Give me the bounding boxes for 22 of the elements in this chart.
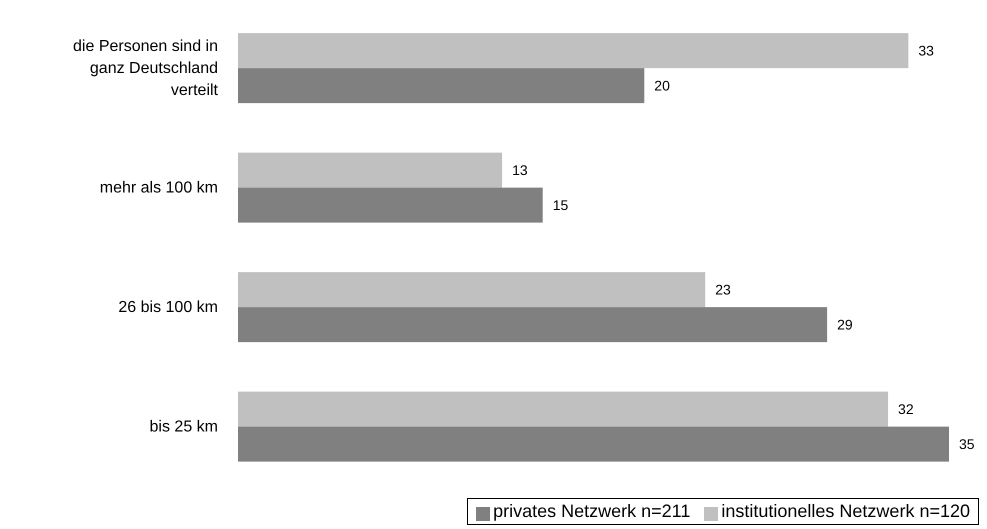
bar [238, 307, 828, 342]
data-label: 32 [898, 401, 914, 418]
bar [238, 426, 949, 462]
legend-label: institutionelles Netzwerk n=120 [721, 501, 970, 522]
y-tick-label: mehr als 100 km [100, 178, 218, 196]
y-tick-label: bis 25 km [150, 418, 218, 435]
bar [238, 392, 888, 427]
bar [238, 68, 644, 104]
data-label: 15 [552, 197, 568, 214]
data-label: 13 [512, 162, 528, 178]
bar [238, 33, 908, 68]
y-tick-label: die Personen sind in ganz Deutschland verteilt [73, 37, 219, 98]
legend-label: privates Netzwerk n=211 [493, 501, 690, 522]
bar [238, 272, 706, 308]
data-label: 20 [654, 78, 670, 94]
data-label: 35 [959, 436, 975, 452]
y-tick-label: 26 bis 100 km [118, 298, 218, 316]
data-label: 29 [837, 316, 853, 333]
data-label: 33 [918, 42, 934, 59]
bar [238, 188, 543, 223]
bar [238, 152, 502, 188]
data-label: 23 [715, 282, 732, 298]
